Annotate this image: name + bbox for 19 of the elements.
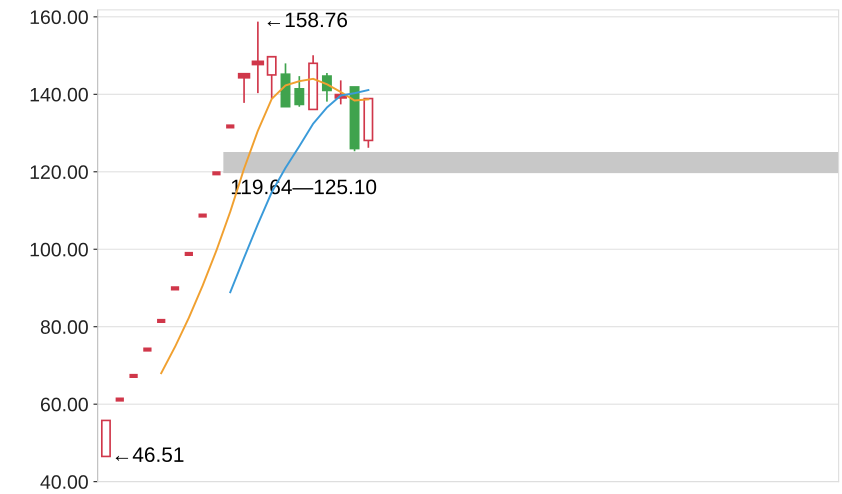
annotation: ←158.76: [268, 12, 348, 28]
candlestick: [114, 397, 126, 402]
candlestick: [154, 318, 168, 323]
candlestick: [182, 252, 196, 256]
y-tick-label: 40.00: [40, 475, 88, 489]
candlestick: [127, 374, 140, 378]
candlestick: [168, 286, 182, 290]
y-tick-label: 140.00: [30, 88, 88, 102]
y-tick-label: 100.00: [30, 242, 88, 256]
annotation: ←46.51: [116, 447, 184, 462]
candlestick: [252, 20, 264, 94]
candlestick: [196, 213, 209, 218]
y-tick-label: 60.00: [40, 398, 88, 412]
candlestick: [210, 171, 223, 176]
candlestick: [141, 347, 154, 352]
candlestick: [224, 124, 236, 129]
y-tick-label: 120.00: [30, 165, 88, 180]
y-tick-label: 160.00: [30, 10, 88, 24]
y-tick-label: 80.00: [40, 320, 88, 334]
